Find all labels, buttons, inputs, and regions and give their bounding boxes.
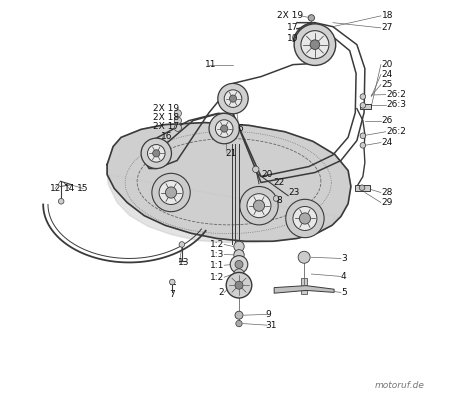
Circle shape bbox=[209, 113, 239, 144]
Text: 24: 24 bbox=[382, 70, 393, 79]
Circle shape bbox=[286, 199, 324, 238]
Text: 28: 28 bbox=[382, 188, 393, 197]
Text: 1:1: 1:1 bbox=[210, 261, 224, 270]
Polygon shape bbox=[107, 123, 351, 241]
Circle shape bbox=[147, 144, 165, 162]
Circle shape bbox=[359, 185, 365, 190]
Text: 26:2: 26:2 bbox=[387, 127, 407, 136]
Circle shape bbox=[294, 24, 336, 65]
Circle shape bbox=[360, 103, 365, 108]
Text: 26: 26 bbox=[382, 116, 393, 125]
Polygon shape bbox=[360, 104, 371, 109]
Circle shape bbox=[174, 117, 182, 124]
Circle shape bbox=[174, 110, 182, 117]
Text: 13: 13 bbox=[178, 258, 190, 267]
Text: motoruf.de: motoruf.de bbox=[375, 381, 425, 390]
Text: 26:3: 26:3 bbox=[387, 100, 407, 109]
Text: 26:2: 26:2 bbox=[387, 90, 407, 99]
Circle shape bbox=[293, 207, 317, 231]
Circle shape bbox=[58, 198, 64, 204]
Text: 4: 4 bbox=[341, 272, 346, 281]
Text: 25: 25 bbox=[382, 80, 393, 89]
Circle shape bbox=[308, 15, 315, 21]
Circle shape bbox=[360, 94, 365, 99]
Text: 2: 2 bbox=[219, 288, 224, 297]
Text: 24: 24 bbox=[382, 138, 393, 147]
Circle shape bbox=[240, 186, 278, 225]
Circle shape bbox=[310, 40, 320, 49]
Text: 2X 18: 2X 18 bbox=[153, 113, 179, 122]
Text: 31: 31 bbox=[265, 321, 276, 330]
Circle shape bbox=[226, 272, 252, 298]
Text: 1:2: 1:2 bbox=[210, 273, 224, 282]
Circle shape bbox=[360, 133, 365, 139]
Text: 2X 19: 2X 19 bbox=[277, 11, 303, 20]
Text: 23: 23 bbox=[288, 188, 300, 197]
Circle shape bbox=[273, 196, 279, 201]
Circle shape bbox=[235, 281, 243, 289]
Circle shape bbox=[179, 242, 185, 247]
Circle shape bbox=[230, 256, 248, 273]
Circle shape bbox=[218, 83, 248, 114]
Text: 17: 17 bbox=[287, 23, 299, 32]
Circle shape bbox=[224, 90, 242, 107]
Text: 12: 12 bbox=[49, 184, 61, 193]
Circle shape bbox=[236, 320, 242, 327]
Text: 9: 9 bbox=[265, 310, 271, 319]
Text: 18: 18 bbox=[382, 11, 393, 20]
Circle shape bbox=[298, 251, 310, 263]
Text: 15: 15 bbox=[77, 184, 89, 193]
Text: 7: 7 bbox=[169, 290, 175, 299]
Circle shape bbox=[174, 124, 182, 132]
Polygon shape bbox=[107, 123, 351, 243]
Circle shape bbox=[170, 279, 175, 285]
Circle shape bbox=[301, 30, 329, 59]
Circle shape bbox=[152, 173, 190, 212]
Circle shape bbox=[235, 260, 243, 268]
Text: 20: 20 bbox=[382, 60, 393, 69]
Circle shape bbox=[247, 194, 271, 218]
Text: 16: 16 bbox=[161, 132, 173, 141]
Text: 5: 5 bbox=[341, 288, 346, 297]
Text: 1:3: 1:3 bbox=[210, 250, 224, 259]
Text: 14: 14 bbox=[64, 184, 75, 193]
Text: 2X 19: 2X 19 bbox=[153, 104, 179, 113]
Circle shape bbox=[234, 269, 244, 279]
Circle shape bbox=[253, 166, 259, 172]
Circle shape bbox=[229, 95, 237, 102]
Circle shape bbox=[165, 187, 177, 198]
Text: 1:2: 1:2 bbox=[210, 240, 224, 249]
Circle shape bbox=[141, 138, 172, 168]
Text: 2X 17: 2X 17 bbox=[153, 122, 179, 131]
Text: 20: 20 bbox=[261, 170, 273, 179]
Text: 21: 21 bbox=[225, 149, 237, 158]
Circle shape bbox=[254, 200, 264, 211]
Circle shape bbox=[300, 213, 310, 224]
Text: 11: 11 bbox=[205, 60, 217, 69]
Polygon shape bbox=[274, 286, 334, 293]
Text: 29: 29 bbox=[382, 198, 393, 207]
Polygon shape bbox=[355, 184, 370, 190]
Text: 10: 10 bbox=[287, 34, 299, 43]
Circle shape bbox=[235, 311, 243, 319]
Circle shape bbox=[220, 125, 228, 132]
Text: 27: 27 bbox=[382, 23, 393, 32]
Circle shape bbox=[215, 120, 233, 138]
Circle shape bbox=[159, 180, 183, 205]
Circle shape bbox=[234, 241, 244, 252]
Circle shape bbox=[360, 143, 365, 148]
Polygon shape bbox=[301, 278, 307, 294]
Circle shape bbox=[234, 250, 244, 260]
Text: 6: 6 bbox=[237, 124, 243, 133]
Text: 8: 8 bbox=[276, 196, 282, 205]
Text: 3: 3 bbox=[341, 254, 346, 263]
Text: 22: 22 bbox=[273, 178, 284, 187]
Circle shape bbox=[153, 150, 160, 157]
